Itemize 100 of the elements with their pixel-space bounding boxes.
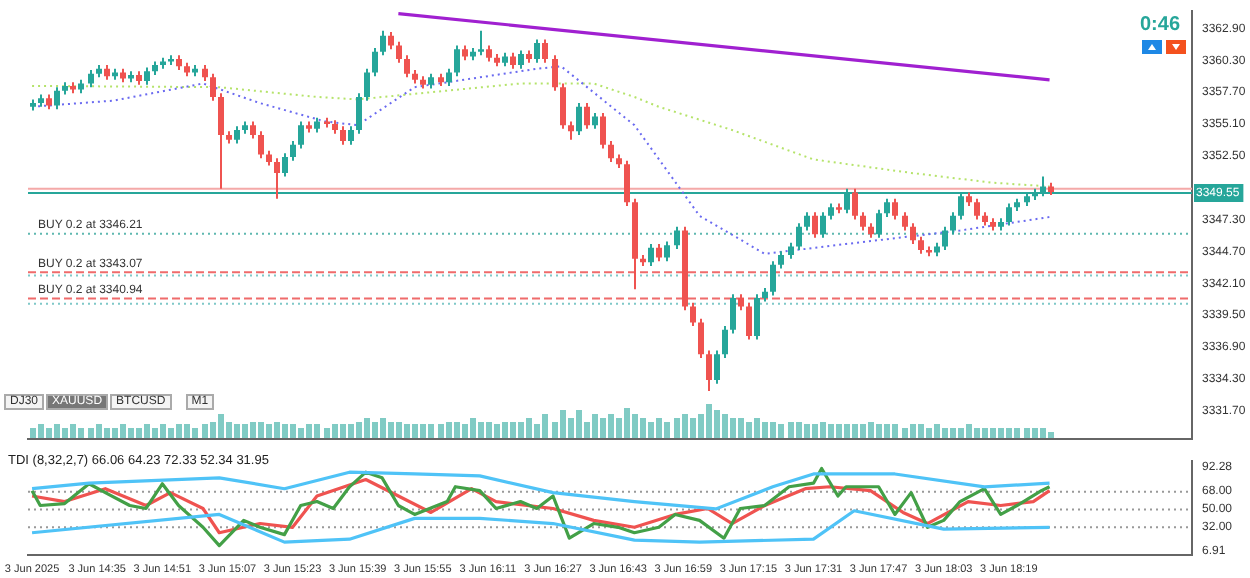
candlestick xyxy=(282,152,288,178)
candlestick xyxy=(478,29,484,57)
bar xyxy=(682,414,688,439)
bar xyxy=(730,418,736,439)
candlestick xyxy=(518,49,524,70)
bar xyxy=(324,428,330,439)
bar xyxy=(462,424,468,439)
candlestick xyxy=(568,120,574,141)
bar xyxy=(112,428,118,439)
bar xyxy=(738,418,744,439)
bar xyxy=(226,422,232,439)
bar xyxy=(54,424,60,439)
candlestick xyxy=(584,102,590,130)
candlestick xyxy=(624,159,630,208)
candlestick xyxy=(950,211,956,236)
bar xyxy=(560,410,566,439)
bar xyxy=(600,418,606,439)
candlestick xyxy=(274,157,280,200)
bar xyxy=(746,422,752,439)
bar xyxy=(332,424,338,439)
bar xyxy=(656,418,662,439)
bar xyxy=(380,418,386,439)
bar xyxy=(88,428,94,439)
candlestick xyxy=(404,54,410,79)
candlestick xyxy=(804,211,810,232)
bar xyxy=(770,422,776,439)
bar xyxy=(876,424,882,439)
candlestick xyxy=(706,349,712,393)
bar xyxy=(438,424,444,439)
candlestick xyxy=(690,301,696,328)
candlestick xyxy=(746,301,752,341)
bar xyxy=(910,424,916,439)
candlestick xyxy=(372,46,378,78)
candlestick xyxy=(974,197,980,221)
bar xyxy=(306,424,312,439)
candlestick xyxy=(552,54,558,92)
bar xyxy=(160,424,166,439)
candlestick xyxy=(648,242,654,268)
candlestick xyxy=(754,293,760,341)
bar xyxy=(144,424,150,439)
bar xyxy=(46,428,52,439)
candlestick xyxy=(218,92,224,190)
bar xyxy=(664,422,670,439)
bar xyxy=(958,428,964,439)
bar xyxy=(812,424,818,439)
bar xyxy=(282,424,288,439)
bar xyxy=(298,428,304,439)
candlestick xyxy=(852,187,858,221)
bar xyxy=(852,424,858,439)
bar xyxy=(486,422,492,439)
bar xyxy=(714,410,720,439)
candlestick xyxy=(714,349,720,385)
bar xyxy=(820,422,826,439)
bar xyxy=(1024,428,1030,439)
bar xyxy=(494,424,500,439)
bar xyxy=(412,424,418,439)
bar xyxy=(576,410,582,439)
bar xyxy=(788,422,794,439)
bar xyxy=(942,428,948,439)
candlestick xyxy=(664,240,670,263)
candlestick xyxy=(290,140,296,162)
bar xyxy=(990,428,996,439)
candlestick xyxy=(1006,202,1012,227)
bar xyxy=(926,428,932,439)
bar xyxy=(128,428,134,439)
bar xyxy=(356,422,362,439)
bar xyxy=(446,422,452,439)
candlestick xyxy=(796,222,802,252)
bar xyxy=(1032,428,1038,439)
bar xyxy=(250,422,256,439)
bar xyxy=(902,428,908,439)
candlestick xyxy=(884,197,890,219)
bar xyxy=(1014,428,1020,439)
bar xyxy=(892,424,898,439)
bar xyxy=(184,424,190,439)
bar xyxy=(632,414,638,439)
bar xyxy=(348,424,354,439)
bar xyxy=(706,404,712,439)
bar xyxy=(836,424,842,439)
bar xyxy=(388,422,394,439)
candlestick xyxy=(258,130,264,160)
bar xyxy=(860,424,866,439)
bar xyxy=(1048,432,1054,439)
candlestick xyxy=(560,82,566,130)
bar xyxy=(918,424,924,439)
candlestick xyxy=(910,222,916,245)
bar xyxy=(518,422,524,439)
candlestick xyxy=(600,111,606,150)
bar xyxy=(454,422,460,439)
bar xyxy=(982,428,988,439)
bar xyxy=(624,408,630,439)
bar xyxy=(192,428,198,439)
bar xyxy=(266,424,272,439)
bar xyxy=(470,418,476,439)
bar xyxy=(998,428,1004,439)
bar xyxy=(762,422,768,439)
bar xyxy=(804,424,810,439)
bar xyxy=(502,422,508,439)
bar xyxy=(420,424,426,439)
bar xyxy=(136,428,142,439)
